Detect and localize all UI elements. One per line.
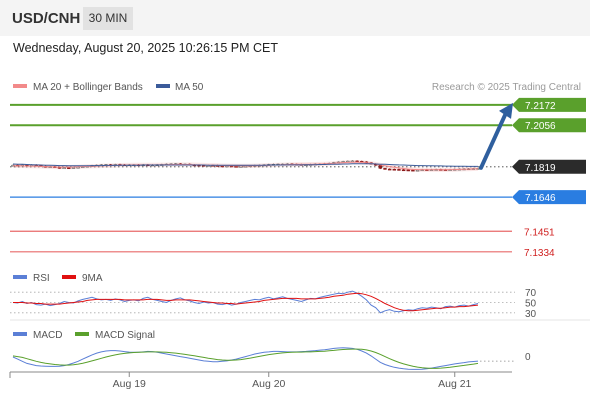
level-label-7.1334: 7.1334 bbox=[524, 248, 555, 259]
candle-body bbox=[239, 165, 243, 168]
candle-body bbox=[62, 167, 66, 169]
symbol-label: USD/CNH bbox=[12, 10, 81, 27]
ma50-legend-swatch bbox=[156, 84, 170, 88]
x-tick-label: Aug 19 bbox=[113, 378, 146, 390]
macd-legend: MACD MACD Signal bbox=[13, 330, 155, 341]
candle-body bbox=[67, 167, 71, 169]
forecast-arrow-head bbox=[499, 102, 513, 119]
macd-signal-legend-label: MACD Signal bbox=[95, 330, 155, 341]
rsi-ma-line bbox=[13, 292, 479, 312]
macd-legend-label: MACD bbox=[33, 330, 62, 341]
rsi-level-label-50: 50 bbox=[525, 299, 537, 310]
candle-body bbox=[401, 169, 406, 172]
candle-body bbox=[378, 164, 383, 169]
level-tag-7.2172 bbox=[512, 97, 586, 112]
price-legend: MA 20 + Bollinger Bands MA 50 Research ©… bbox=[13, 82, 581, 93]
macd-line bbox=[12, 347, 479, 370]
macd-panel: 0 bbox=[12, 347, 531, 370]
forecast-arrow-shaft bbox=[479, 110, 508, 170]
x-tick-label: Aug 20 bbox=[252, 378, 285, 390]
candle-body bbox=[71, 167, 76, 169]
candle-body bbox=[397, 169, 401, 171]
candle-body bbox=[383, 168, 387, 170]
ma20-legend-swatch bbox=[13, 84, 27, 88]
price-panel: 7.2172 7.2056 7.1819 7.1646 7.1451 7.1334 bbox=[10, 97, 586, 259]
rsi-level-label-70: 70 bbox=[525, 288, 537, 299]
ma50-legend-label: MA 50 bbox=[175, 82, 204, 93]
datetime-label: Wednesday, August 20, 2025 10:26:15 PM C… bbox=[13, 41, 278, 55]
macd-legend-swatch bbox=[13, 332, 27, 336]
timeframe-button[interactable]: 30 MIN bbox=[83, 7, 133, 30]
ma20-line bbox=[12, 161, 479, 171]
candle-body bbox=[415, 169, 420, 172]
rsi-ma-legend-swatch bbox=[62, 275, 76, 279]
ma50-line bbox=[12, 163, 478, 167]
ma20-legend-label: MA 20 + Bollinger Bands bbox=[33, 82, 143, 93]
candle-body bbox=[411, 169, 415, 172]
macd-level-label-0: 0 bbox=[525, 352, 531, 363]
x-axis: Aug 19 Aug 20 Aug 21 bbox=[9, 371, 512, 390]
credit-label: Research © 2025 Trading Central bbox=[432, 82, 581, 93]
level-label-7.1819: 7.1819 bbox=[525, 163, 556, 174]
level-tag-7.2056 bbox=[512, 118, 586, 133]
level-label-7.1451: 7.1451 bbox=[524, 227, 555, 238]
rsi-ma-legend-label: 9MA bbox=[82, 273, 103, 284]
chart-header: USD/CNH 30 MIN bbox=[0, 0, 590, 36]
rsi-legend: RSI 9MA bbox=[13, 273, 103, 284]
level-label-7.2172: 7.2172 bbox=[525, 101, 556, 112]
macd-signal-legend-swatch bbox=[75, 332, 89, 336]
rsi-line bbox=[12, 290, 479, 314]
rsi-legend-swatch bbox=[13, 275, 27, 279]
level-label-7.1646: 7.1646 bbox=[525, 193, 556, 204]
macd-signal-line bbox=[12, 348, 479, 369]
candle-body bbox=[406, 169, 410, 172]
candle-body bbox=[392, 168, 396, 171]
rsi-level-label-30: 30 bbox=[525, 309, 537, 320]
x-tick-label: Aug 21 bbox=[438, 378, 471, 390]
candle-body bbox=[234, 165, 238, 168]
level-label-7.2056: 7.2056 bbox=[525, 121, 556, 132]
level-tag-7.1819 bbox=[512, 159, 586, 174]
rsi-legend-label: RSI bbox=[33, 273, 50, 284]
level-tag-7.1646 bbox=[512, 190, 586, 205]
candle-body bbox=[387, 168, 392, 171]
